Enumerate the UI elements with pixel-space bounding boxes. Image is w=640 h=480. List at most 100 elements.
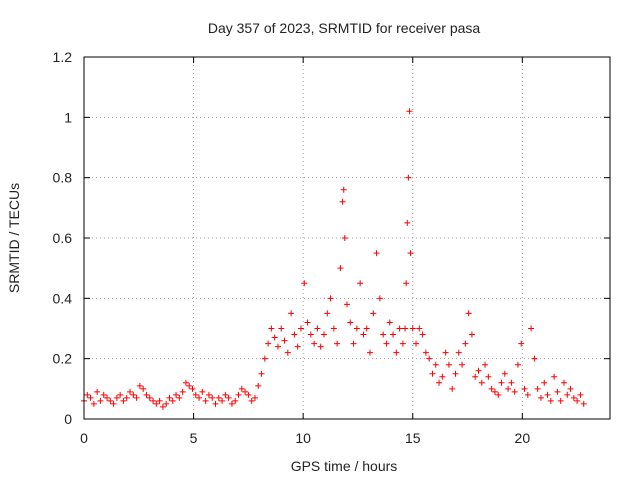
data-point (376, 295, 383, 302)
data-point (340, 186, 347, 193)
data-point (84, 391, 91, 398)
data-point (130, 391, 137, 398)
data-point (228, 400, 235, 407)
data-point (386, 319, 393, 326)
y-tick-label: 0 (64, 411, 72, 427)
data-point (297, 325, 304, 332)
data-point (367, 349, 374, 356)
data-point (127, 388, 134, 395)
data-point (123, 394, 130, 401)
data-point (176, 394, 183, 401)
data-point (169, 397, 176, 404)
data-point (505, 385, 512, 392)
data-point (261, 355, 268, 362)
data-point (347, 319, 354, 326)
data-point (534, 385, 541, 392)
y-tick-label: 0.4 (53, 290, 73, 306)
data-point (104, 394, 111, 401)
data-point (468, 331, 475, 338)
data-point (324, 310, 331, 317)
data-point (567, 385, 574, 392)
data-point (393, 349, 400, 356)
data-point (465, 310, 472, 317)
x-tick-label: 5 (190, 430, 198, 446)
data-point (577, 391, 584, 398)
data-point (294, 343, 301, 350)
data-point (491, 388, 498, 395)
data-point (547, 397, 554, 404)
data-point (320, 331, 327, 338)
data-point (399, 340, 406, 347)
data-point (100, 391, 107, 398)
chart-title: Day 357 of 2023, SRMTID for receiver pas… (208, 20, 481, 36)
data-point (551, 373, 558, 380)
data-point (192, 391, 199, 398)
data-point (498, 379, 505, 386)
data-point (317, 343, 324, 350)
data-point (219, 397, 226, 404)
data-point (488, 385, 495, 392)
data-point (291, 331, 298, 338)
data-point (265, 340, 272, 347)
data-point (107, 397, 114, 404)
data-point (199, 388, 206, 395)
x-tick-label: 15 (405, 430, 421, 446)
data-point (518, 340, 525, 347)
x-tick-label: 20 (515, 430, 531, 446)
data-point (288, 310, 295, 317)
data-point (202, 397, 209, 404)
data-point (327, 295, 334, 302)
data-point (235, 391, 242, 398)
data-point (574, 397, 581, 404)
data-point (222, 391, 229, 398)
data-point (166, 394, 173, 401)
data-point (156, 397, 163, 404)
data-point (337, 265, 344, 272)
data-point (449, 385, 456, 392)
data-point (455, 349, 462, 356)
data-point (248, 397, 255, 404)
data-point (580, 400, 587, 407)
data-point (90, 400, 97, 407)
x-tick-label: 0 (80, 430, 88, 446)
data-point (482, 361, 489, 368)
data-point (436, 379, 443, 386)
data-point (452, 370, 459, 377)
data-point (537, 394, 544, 401)
data-point (341, 235, 348, 241)
data-point (209, 394, 216, 401)
y-tick-label: 0.6 (53, 230, 73, 246)
data-point (258, 370, 265, 377)
data-point (268, 325, 275, 332)
data-point (390, 331, 397, 338)
data-point (432, 361, 439, 368)
data-point (426, 355, 433, 362)
data-point (274, 343, 281, 350)
data-point (554, 388, 561, 395)
data-point (97, 397, 104, 404)
data-point (330, 325, 337, 332)
data-point (501, 370, 508, 377)
data-point (120, 397, 127, 404)
y-tick-labels: 0 0.2 0.4 0.6 0.8 1 1.2 (53, 49, 73, 427)
data-point (153, 400, 160, 407)
data-point (514, 361, 521, 368)
data-point (422, 349, 429, 356)
data-point (544, 391, 551, 398)
data-point (429, 370, 436, 377)
data-point (110, 400, 117, 407)
data-point (113, 394, 120, 401)
data-point (163, 400, 170, 407)
data-point (404, 219, 411, 226)
data-point (334, 340, 341, 347)
data-point (413, 340, 420, 347)
data-point (416, 325, 423, 332)
data-point (196, 394, 203, 401)
data-point (159, 403, 166, 410)
data-point (186, 382, 193, 389)
data-point (419, 331, 426, 338)
axis-ticks (83, 56, 610, 420)
data-point (409, 325, 416, 332)
data-point (521, 385, 528, 392)
